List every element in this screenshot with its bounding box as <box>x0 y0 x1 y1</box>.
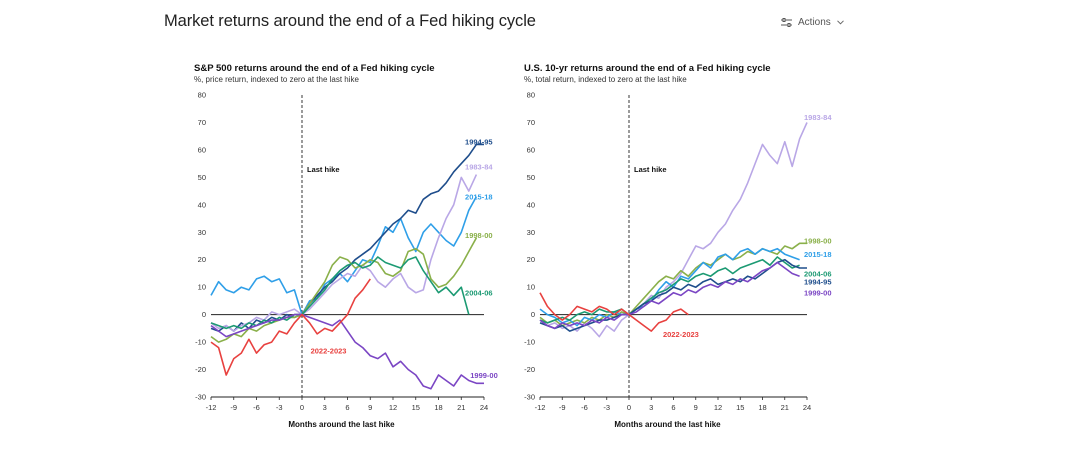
y-tick-label: 60 <box>527 145 535 154</box>
series-line-2022-2023 <box>539 292 689 332</box>
y-tick-label: 20 <box>527 255 535 264</box>
y-tick-label: 10 <box>527 283 535 292</box>
series-label-1998-00: 1998-00 <box>804 237 832 246</box>
x-tick-label: 6 <box>345 403 349 412</box>
x-tick-label: 12 <box>714 403 722 412</box>
series-line-1983-84 <box>539 122 808 338</box>
x-tick-label: -12 <box>206 403 217 412</box>
series-label-1983-84: 1983-84 <box>465 162 493 171</box>
y-tick-label: 50 <box>198 173 206 182</box>
y-tick-label: 30 <box>198 228 206 237</box>
x-tick-label: 21 <box>457 403 465 412</box>
series-line-1994-95 <box>210 143 484 332</box>
x-tick-label: 3 <box>323 403 327 412</box>
x-tick-label: 15 <box>412 403 420 412</box>
chevron-down-icon <box>836 20 844 25</box>
series-label-2004-06: 2004-06 <box>465 289 493 298</box>
y-tick-label: 50 <box>527 173 535 182</box>
series-label-2004-06: 2004-06 <box>804 269 832 278</box>
series-line-1983-84 <box>210 174 478 332</box>
x-tick-label: -9 <box>559 403 566 412</box>
x-tick-label: 6 <box>671 403 675 412</box>
series-label-1999-00: 1999-00 <box>804 289 832 298</box>
y-tick-label: 40 <box>198 200 206 209</box>
x-tick-label: -3 <box>603 403 610 412</box>
series-label-1994-95: 1994-95 <box>465 138 493 147</box>
x-tick-label: 9 <box>368 403 372 412</box>
y-tick-label: 10 <box>198 283 206 292</box>
series-line-1999-00 <box>210 313 484 390</box>
last-hike-annotation: Last hike <box>307 165 340 174</box>
page-title: Market returns around the end of a Fed h… <box>164 12 536 30</box>
y-tick-label: 70 <box>198 118 206 127</box>
y-tick-label: -30 <box>524 393 535 402</box>
y-tick-label: -30 <box>195 393 206 402</box>
y-tick-label: 80 <box>527 91 535 100</box>
chart-subtitle: %, total return, indexed to zero at the … <box>524 75 687 84</box>
series-label-1998-00: 1998-00 <box>465 231 493 240</box>
x-tick-label: 18 <box>758 403 766 412</box>
x-axis-title: Months around the last hike <box>288 420 395 429</box>
y-tick-label: 40 <box>527 200 535 209</box>
x-tick-label: -3 <box>276 403 283 412</box>
y-tick-label: -10 <box>524 338 535 347</box>
x-tick-label: 0 <box>627 403 631 412</box>
x-axis-title: Months around the last hike <box>614 420 721 429</box>
y-tick-label: -20 <box>195 365 206 374</box>
y-tick-label: 0 <box>202 310 206 319</box>
x-tick-label: 21 <box>781 403 789 412</box>
last-hike-annotation: Last hike <box>634 165 667 174</box>
x-tick-label: 15 <box>736 403 744 412</box>
series-line-2015-18 <box>539 247 800 327</box>
y-tick-label: 70 <box>527 118 535 127</box>
series-line-2004-06 <box>539 256 800 324</box>
x-tick-label: 12 <box>389 403 397 412</box>
series-label-2015-18: 2015-18 <box>804 250 832 259</box>
x-tick-label: 9 <box>694 403 698 412</box>
y-tick-label: 60 <box>198 145 206 154</box>
actions-button[interactable]: Actions <box>781 17 844 28</box>
y-tick-label: -20 <box>524 365 535 374</box>
series-line-2004-06 <box>210 256 470 330</box>
y-tick-label: 20 <box>198 255 206 264</box>
sliders-icon <box>781 18 792 27</box>
series-label-1983-84: 1983-84 <box>804 113 832 122</box>
series-label-1994-95: 1994-95 <box>804 278 832 287</box>
series-line-2015-18 <box>210 196 478 316</box>
x-tick-label: -6 <box>581 403 588 412</box>
series-label-2022-2023: 2022-2023 <box>663 330 699 339</box>
y-tick-label: 30 <box>527 228 535 237</box>
x-tick-label: 18 <box>434 403 442 412</box>
x-tick-label: -9 <box>230 403 237 412</box>
chart-subtitle: %, price return, indexed to zero at the … <box>194 75 360 84</box>
x-tick-label: 24 <box>803 403 811 412</box>
x-tick-label: 3 <box>649 403 653 412</box>
x-tick-label: -6 <box>253 403 260 412</box>
chart-title: S&P 500 returns around the end of a Fed … <box>194 63 435 74</box>
y-tick-label: -10 <box>195 338 206 347</box>
actions-label: Actions <box>798 17 831 28</box>
series-line-2022-2023 <box>210 278 371 376</box>
series-label-2015-18: 2015-18 <box>465 193 493 202</box>
series-label-2022-2023: 2022-2023 <box>311 346 347 355</box>
x-tick-label: 0 <box>300 403 304 412</box>
x-tick-label: 24 <box>480 403 488 412</box>
series-line-1998-00 <box>210 237 478 343</box>
y-tick-label: 80 <box>198 91 206 100</box>
series-label-1999-00: 1999-00 <box>470 371 498 380</box>
series-line-1999-00 <box>539 261 800 330</box>
chart-title: U.S. 10-yr returns around the end of a F… <box>524 63 771 74</box>
y-tick-label: 0 <box>531 310 535 319</box>
x-tick-label: -12 <box>535 403 546 412</box>
